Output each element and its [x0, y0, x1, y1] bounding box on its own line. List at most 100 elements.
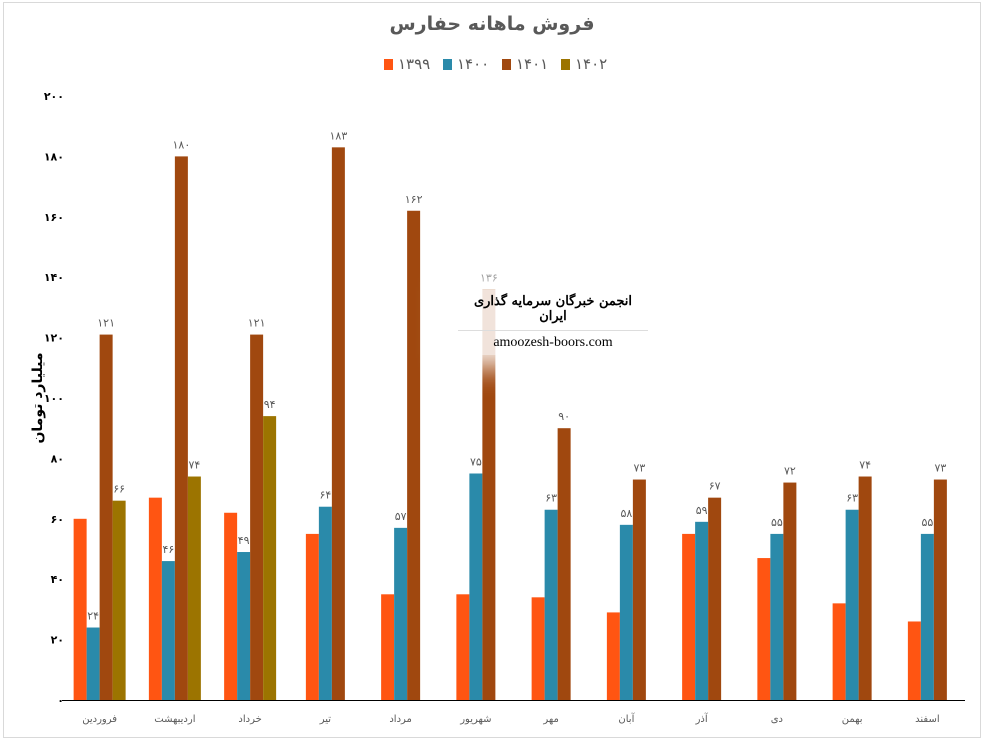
data-label: ۷۳ [633, 462, 645, 475]
data-label: ۴۶ [162, 543, 174, 556]
x-tick-label: بهمن [842, 714, 863, 725]
bar-۱۴۰۱-مرداد [407, 210, 421, 700]
data-label: ۱۸۰ [173, 138, 191, 151]
legend-swatch-0 [384, 59, 393, 70]
data-label: ۹۴ [264, 398, 276, 411]
bar-۱۴۰۱-بهمن [858, 476, 872, 700]
data-label: ۵۷ [395, 510, 407, 523]
bar-۱۳۹۹-شهریور [456, 594, 470, 700]
bar-۱۳۹۹-آذر [682, 533, 696, 700]
legend-label-1: ۱۴۰۰ [457, 55, 489, 73]
bar-۱۳۹۹-آبان [606, 612, 620, 700]
bar-۱۴۰۰-فروردین [86, 627, 100, 700]
bar-۱۴۰۱-فروردین [99, 334, 113, 700]
x-tick-label: شهریور [459, 714, 491, 725]
data-label: ۶۷ [709, 480, 721, 493]
bar-۱۳۹۹-دی [757, 558, 771, 700]
data-label: ۷۴ [188, 459, 200, 472]
data-label: ۷۲ [784, 465, 796, 478]
x-tick-label: دی [771, 714, 783, 725]
data-label: ۱۲۱ [248, 317, 266, 330]
bar-۱۴۰۲-اردیبهشت [187, 476, 201, 700]
bar-۱۴۰۰-اردیبهشت [161, 561, 175, 700]
bar-۱۴۰۰-مهر [544, 509, 558, 700]
bar-۱۴۰۰-بهمن [845, 509, 859, 700]
data-label: ۱۳۶ [480, 271, 498, 284]
data-label: ۱۸۳ [330, 129, 348, 142]
bar-۱۳۹۹-اسفند [907, 621, 921, 700]
legend-label-0: ۱۳۹۹ [398, 55, 430, 73]
bar-۱۳۹۹-اردیبهشت [148, 497, 162, 700]
x-tick-label: اردیبهشت [154, 714, 195, 725]
bar-۱۴۰۱-خرداد [250, 334, 264, 700]
x-tick-label: مرداد [389, 714, 412, 725]
data-label: ۵۹ [696, 504, 708, 517]
data-label: ۶۴ [319, 489, 331, 502]
legend-label-3: ۱۴۰۲ [575, 55, 607, 73]
x-tick-label: آذر [695, 712, 709, 725]
bar-۱۴۰۰-تیر [318, 506, 332, 700]
x-tick-label: تیر [319, 714, 332, 725]
bar-۱۴۰۱-آذر [708, 497, 722, 700]
data-label: ۲۴ [87, 610, 99, 623]
legend-swatch-3 [561, 59, 570, 70]
y-tick-label: ۸۰ [51, 452, 64, 465]
y-tick-label: ۲۰ [51, 634, 64, 647]
data-label: ۷۴ [859, 459, 871, 472]
bar-۱۳۹۹-خرداد [224, 512, 238, 700]
bar-۱۳۹۹-بهمن [832, 603, 846, 700]
bar-۱۴۰۱-شهریور [482, 289, 496, 700]
x-tick-label: اسفند [915, 714, 939, 725]
y-tick-label: ۲۰۰ [44, 90, 64, 103]
data-label: ۶۶ [113, 483, 125, 496]
bar-۱۴۰۱-تیر [331, 147, 345, 701]
y-tick-label: ۱۰۰ [44, 392, 64, 405]
legend-label-2: ۱۴۰۱ [516, 55, 548, 73]
y-tick-label: ۶۰ [51, 513, 64, 526]
bar-۱۳۹۹-مرداد [381, 594, 395, 700]
bar-۱۴۰۰-دی [770, 533, 784, 700]
y-tick-label: ۱۶۰ [44, 211, 64, 224]
bar-۱۴۰۰-آبان [619, 524, 633, 700]
bar-۱۳۹۹-مهر [531, 597, 545, 700]
y-tick-label: ۱۴۰ [44, 271, 64, 284]
data-label: ۷۵ [470, 456, 482, 469]
data-label: ۵۸ [620, 507, 632, 520]
chart-title: فروش ماهانه حفارس [389, 13, 594, 35]
data-label: ۱۶۲ [405, 193, 423, 206]
y-tick-label: ۱۲۰ [44, 332, 64, 345]
watermark-url: amoozesh-boors.com [493, 335, 613, 350]
data-label: ۶۳ [545, 492, 557, 505]
y-tick-label: ۴۰ [51, 573, 64, 586]
x-tick-label: مهر [542, 714, 558, 725]
bar-۱۴۰۰-مرداد [394, 527, 408, 700]
bar-۱۴۰۲-خرداد [263, 416, 277, 700]
x-tick-label: فروردین [82, 714, 117, 725]
bar-۱۴۰۱-آبان [632, 479, 646, 700]
bar-۱۳۹۹-تیر [305, 533, 319, 700]
bar-۱۴۰۰-خرداد [237, 552, 251, 700]
bar-۱۴۰۲-فروردین [112, 500, 126, 700]
y-axis-label: میلیارد تومان [30, 352, 46, 443]
bar-۱۴۰۰-آذر [695, 521, 709, 700]
data-label: ۴۹ [238, 534, 250, 547]
data-label: ۵۵ [921, 516, 933, 529]
watermark: انجمن خبرگان سرمایه گذاری ایران amoozesh… [458, 290, 648, 355]
legend-swatch-2 [502, 59, 511, 70]
bar-۱۴۰۰-شهریور [469, 473, 483, 700]
data-label: ۶۳ [846, 492, 858, 505]
data-label: ۷۳ [934, 462, 946, 475]
chart-frame [3, 2, 981, 738]
y-tick-label: ۰ [57, 694, 64, 707]
x-tick-label: آبان [618, 712, 635, 725]
bar-۱۴۰۱-دی [783, 482, 797, 700]
legend-swatch-1 [443, 59, 452, 70]
bar-۱۴۰۱-مهر [557, 428, 571, 700]
data-label: ۵۵ [771, 516, 783, 529]
bar-۱۴۰۰-اسفند [920, 533, 934, 700]
bar-۱۴۰۱-اردیبهشت [174, 156, 188, 700]
y-tick-label: ۱۸۰ [44, 150, 64, 163]
bar-۱۴۰۱-اسفند [933, 479, 947, 700]
